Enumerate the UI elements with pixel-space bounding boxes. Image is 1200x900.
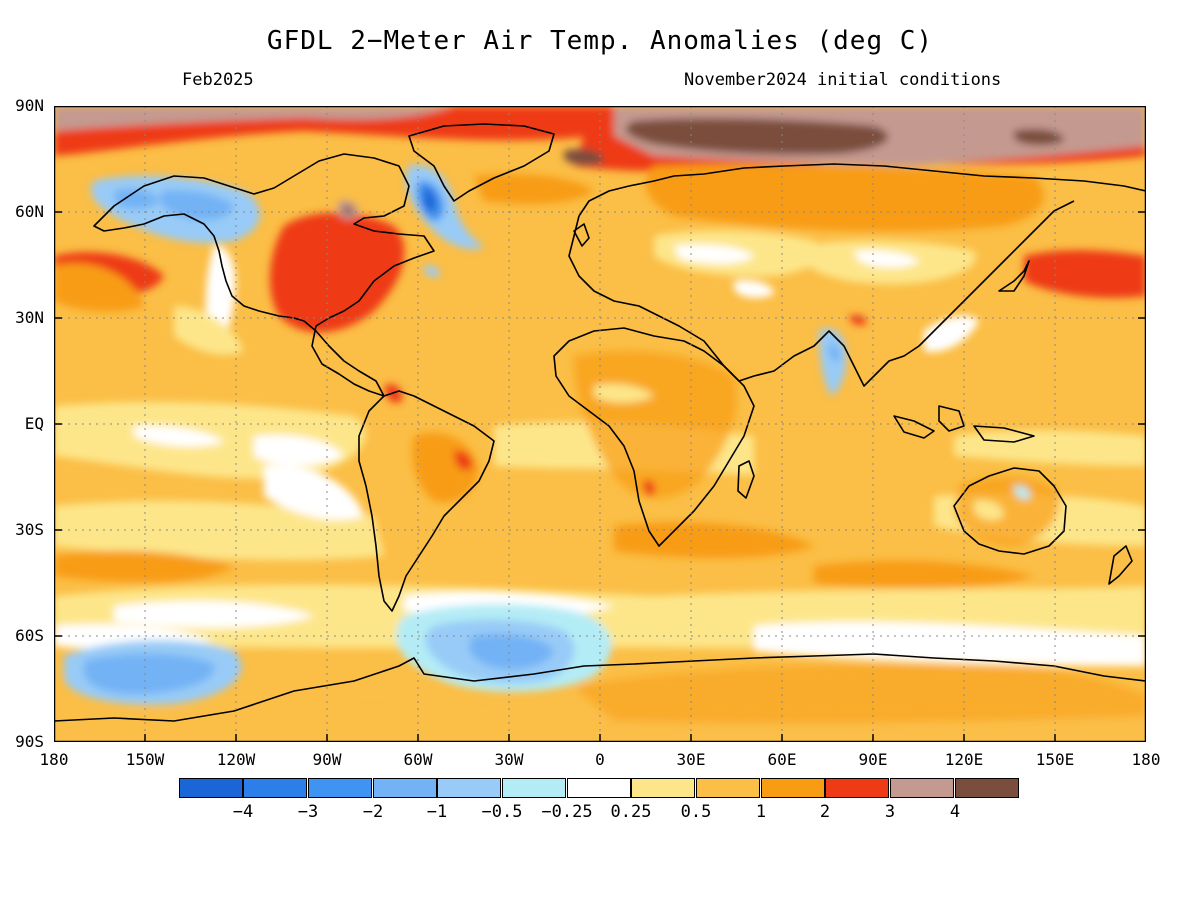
legend-swatch-4: [437, 778, 501, 798]
lon-label-180e: 180: [1131, 750, 1161, 769]
legend-swatch-1: [243, 778, 307, 798]
lon-label-120w: 120W: [216, 750, 256, 769]
legend-swatch-7: [631, 778, 695, 798]
legend-swatch-3: [373, 778, 437, 798]
lon-label-180w: 180: [39, 750, 69, 769]
legend-swatch-6: [567, 778, 631, 798]
valid-month-label: Feb2025: [182, 70, 254, 90]
lat-label-30n: 30N: [15, 308, 44, 327]
legend-swatch-5: [502, 778, 566, 798]
legend-swatch-11: [890, 778, 954, 798]
legend-swatch-2: [308, 778, 372, 798]
legend-label: 1: [755, 802, 767, 822]
lon-label-60e: 60E: [767, 750, 797, 769]
legend-label: −0.5: [481, 802, 523, 822]
lon-label-150e: 150E: [1035, 750, 1075, 769]
lat-label-90s: 90S: [15, 732, 44, 751]
legend-swatch-8: [696, 778, 760, 798]
lat-label-90n: 90N: [15, 96, 44, 115]
legend-label: 0.25: [610, 802, 652, 822]
legend-label: −1: [426, 802, 448, 822]
graticule: [54, 106, 1146, 742]
legend-swatch-10: [825, 778, 889, 798]
lat-label-60n: 60N: [15, 202, 44, 221]
legend-label: −0.25: [541, 802, 593, 822]
anomaly-shading: [54, 106, 1146, 742]
lat-label-60s: 60S: [15, 626, 44, 645]
lat-label-30s: 30S: [15, 520, 44, 539]
legend-swatch-12: [955, 778, 1019, 798]
axis-ticks: [54, 211, 1146, 742]
lon-label-60w: 60W: [403, 750, 433, 769]
map-title: GFDL 2−Meter Air Temp. Anomalies (deg C): [266, 26, 934, 56]
lon-label-120e: 120E: [944, 750, 984, 769]
legend-label: 3: [884, 802, 896, 822]
lon-label-30e: 30E: [676, 750, 706, 769]
legend-label: 2: [819, 802, 831, 822]
lat-label-eq: EQ: [24, 414, 44, 433]
legend-label: 4: [949, 802, 961, 822]
initial-conditions-label: November2024 initial conditions: [684, 70, 1002, 90]
lon-label-0: 0: [595, 750, 605, 769]
legend-label: −3: [297, 802, 319, 822]
legend-label: −2: [362, 802, 384, 822]
anomaly-map: [54, 106, 1146, 742]
lon-label-30w: 30W: [494, 750, 524, 769]
legend-label: 0.5: [680, 802, 712, 822]
legend-swatch-0: [179, 778, 243, 798]
lon-label-90w: 90W: [312, 750, 342, 769]
lon-label-150w: 150W: [125, 750, 165, 769]
legend-swatch-9: [761, 778, 825, 798]
legend-label: −4: [232, 802, 254, 822]
lon-label-90e: 90E: [858, 750, 888, 769]
